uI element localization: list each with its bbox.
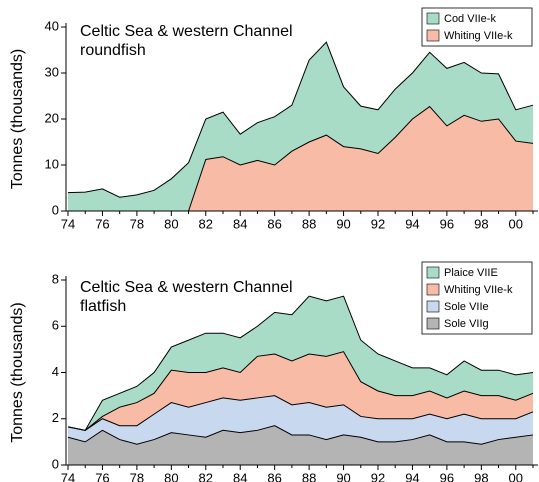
- x-tick-label: 82: [199, 470, 213, 482]
- x-tick-label: 76: [95, 216, 109, 231]
- area: [68, 351, 533, 431]
- legend-label: Plaice VIIE: [444, 267, 498, 279]
- x-tick-label: 90: [336, 470, 350, 482]
- legend-swatch: [426, 12, 440, 25]
- y-axis-label: Tonnes (thousands): [9, 49, 26, 190]
- legend-box: [421, 261, 533, 335]
- chart-subtitle: flatfish: [80, 298, 126, 315]
- chart-title: Celtic Sea & western Channel: [80, 23, 293, 40]
- legend-swatch: [426, 300, 440, 313]
- y-tick-label: 6: [52, 318, 59, 333]
- x-tick-label: 74: [61, 216, 75, 231]
- x-tick-label: 88: [302, 216, 316, 231]
- y-tick-label: 8: [52, 271, 59, 286]
- y-tick-label: 40: [45, 18, 59, 33]
- y-tick-label: 10: [45, 156, 59, 171]
- legend-swatch: [426, 266, 440, 279]
- legend-label: Cod VIIe-k: [444, 13, 496, 25]
- x-tick-label: 96: [440, 470, 454, 482]
- x-tick-label: 92: [371, 470, 385, 482]
- x-tick-label: 86: [267, 470, 281, 482]
- x-tick-label: 96: [440, 216, 454, 231]
- legend-label: Whiting VIIe-k: [444, 284, 513, 296]
- x-tick-label: 92: [371, 216, 385, 231]
- x-tick-label: 00: [509, 216, 523, 231]
- legend-swatch: [426, 317, 440, 330]
- area: [68, 42, 533, 212]
- area-edge: [67, 425, 534, 445]
- x-tick-label: 74: [61, 470, 75, 482]
- y-tick-label: 30: [45, 64, 59, 79]
- area: [68, 106, 533, 211]
- x-tick-label: 98: [474, 216, 488, 231]
- x-tick-label: 94: [405, 216, 419, 231]
- x-tick-label: 76: [95, 470, 109, 482]
- y-tick-label: 20: [45, 110, 59, 125]
- chart-subtitle: roundfish: [80, 42, 146, 59]
- x-tick-label: 90: [336, 216, 350, 231]
- y-tick-label: 0: [52, 456, 59, 471]
- legend-swatch: [426, 283, 440, 296]
- x-tick-label: 84: [233, 470, 247, 482]
- y-tick-label: 0: [52, 202, 59, 217]
- area-edge: [67, 41, 534, 198]
- area: [68, 395, 533, 445]
- legend-label: Whiting VIIe-k: [444, 30, 513, 42]
- x-tick-label: 78: [130, 216, 144, 231]
- y-axis-label: Tonnes (thousands): [9, 302, 26, 443]
- x-tick-label: 00: [509, 470, 523, 482]
- x-tick-label: 86: [267, 216, 281, 231]
- x-tick-label: 88: [302, 470, 316, 482]
- y-tick-label: 4: [52, 364, 59, 379]
- x-tick-label: 94: [405, 470, 419, 482]
- area-edge: [67, 295, 534, 431]
- y-tick-label: 2: [52, 410, 59, 425]
- x-tick-label: 80: [164, 216, 178, 231]
- chart-title: Celtic Sea & western Channel: [80, 279, 293, 296]
- x-tick-label: 84: [233, 216, 247, 231]
- area: [68, 296, 533, 431]
- x-tick-label: 82: [199, 216, 213, 231]
- x-tick-label: 78: [130, 470, 144, 482]
- legend-label: Sole VIIe: [444, 301, 489, 313]
- x-tick-label: 98: [474, 470, 488, 482]
- x-tick-label: 80: [164, 470, 178, 482]
- legend-label: Sole VIIg: [444, 318, 489, 330]
- area-edge: [67, 395, 534, 431]
- area-edge: [67, 351, 534, 431]
- legend-swatch: [426, 29, 440, 42]
- area: [68, 425, 533, 465]
- legend-box: [421, 7, 533, 47]
